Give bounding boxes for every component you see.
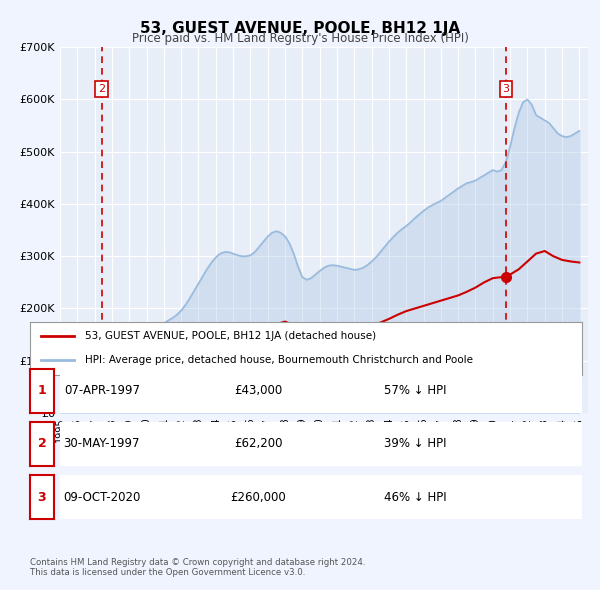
Text: 2: 2 bbox=[38, 437, 46, 451]
Text: £62,200: £62,200 bbox=[234, 437, 283, 451]
Text: HPI: Average price, detached house, Bournemouth Christchurch and Poole: HPI: Average price, detached house, Bour… bbox=[85, 355, 473, 365]
Text: 39% ↓ HPI: 39% ↓ HPI bbox=[384, 437, 446, 451]
Text: 07-APR-1997: 07-APR-1997 bbox=[64, 384, 140, 398]
Text: 53, GUEST AVENUE, POOLE, BH12 1JA: 53, GUEST AVENUE, POOLE, BH12 1JA bbox=[140, 21, 460, 35]
Text: 53, GUEST AVENUE, POOLE, BH12 1JA (detached house): 53, GUEST AVENUE, POOLE, BH12 1JA (detac… bbox=[85, 332, 376, 342]
Text: 57% ↓ HPI: 57% ↓ HPI bbox=[384, 384, 446, 398]
Text: 09-OCT-2020: 09-OCT-2020 bbox=[63, 490, 140, 504]
Text: 30-MAY-1997: 30-MAY-1997 bbox=[64, 437, 140, 451]
Text: 3: 3 bbox=[38, 490, 46, 504]
Text: 46% ↓ HPI: 46% ↓ HPI bbox=[383, 490, 446, 504]
Text: 1: 1 bbox=[38, 384, 46, 398]
Text: 2: 2 bbox=[98, 84, 105, 94]
Text: £43,000: £43,000 bbox=[234, 384, 283, 398]
Text: 3: 3 bbox=[503, 84, 509, 94]
Text: Price paid vs. HM Land Registry's House Price Index (HPI): Price paid vs. HM Land Registry's House … bbox=[131, 32, 469, 45]
Text: £260,000: £260,000 bbox=[230, 490, 286, 504]
Text: Contains HM Land Registry data © Crown copyright and database right 2024.
This d: Contains HM Land Registry data © Crown c… bbox=[30, 558, 365, 577]
